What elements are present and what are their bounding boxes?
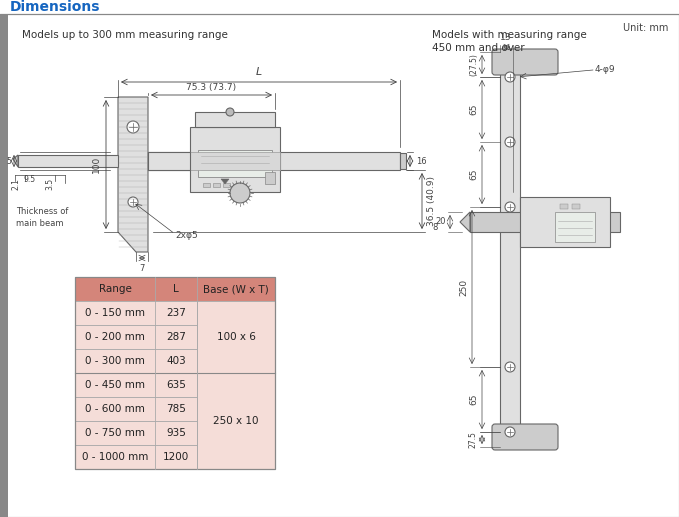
Circle shape	[226, 108, 234, 116]
Text: 8: 8	[433, 223, 438, 233]
Bar	[560, 204, 568, 209]
Bar	[572, 204, 580, 209]
Circle shape	[505, 427, 515, 437]
Text: 0 - 600 mm: 0 - 600 mm	[85, 404, 145, 414]
Bar	[75, 277, 275, 301]
Bar	[148, 152, 190, 170]
Text: 65: 65	[469, 169, 478, 180]
Polygon shape	[118, 97, 148, 252]
Text: 250: 250	[459, 279, 468, 296]
Text: L: L	[256, 67, 262, 77]
Text: 237: 237	[166, 308, 186, 318]
Text: 250 x 10: 250 x 10	[213, 416, 259, 426]
Circle shape	[127, 121, 139, 133]
FancyBboxPatch shape	[492, 424, 558, 450]
Bar	[520, 197, 610, 247]
Bar	[75, 325, 197, 349]
Text: 0 - 200 mm: 0 - 200 mm	[85, 332, 145, 342]
Bar	[197, 301, 275, 373]
Text: 36.5 (40.9): 36.5 (40.9)	[427, 176, 436, 226]
Circle shape	[505, 72, 515, 82]
Text: Models up to 300 mm measuring range: Models up to 300 mm measuring range	[22, 30, 228, 40]
Bar	[75, 301, 197, 325]
Text: 403: 403	[166, 356, 186, 366]
Text: 0 - 750 mm: 0 - 750 mm	[85, 428, 145, 438]
Text: 100: 100	[92, 156, 101, 173]
Bar	[75, 397, 197, 421]
Text: 3.5: 3.5	[45, 178, 54, 190]
Text: 0 - 150 mm: 0 - 150 mm	[85, 308, 145, 318]
Bar	[400, 153, 406, 169]
Text: (27.5): (27.5)	[469, 53, 478, 76]
Bar	[197, 373, 275, 469]
Bar	[223, 183, 230, 187]
Bar	[75, 373, 197, 397]
Text: 75.3 (73.7): 75.3 (73.7)	[187, 83, 236, 92]
Text: 1200: 1200	[163, 452, 189, 462]
Bar	[75, 277, 275, 469]
Circle shape	[230, 183, 250, 203]
Circle shape	[505, 202, 515, 212]
Text: Thickness of
main beam: Thickness of main beam	[16, 207, 69, 228]
Polygon shape	[13, 155, 18, 167]
Circle shape	[505, 137, 515, 147]
Text: 2xφ5: 2xφ5	[175, 231, 198, 239]
Text: Models with measuring range
450 mm and over: Models with measuring range 450 mm and o…	[432, 30, 587, 53]
Text: 0 - 300 mm: 0 - 300 mm	[85, 356, 145, 366]
Bar	[0, 0, 679, 14]
Text: 20: 20	[435, 218, 446, 226]
Bar	[203, 183, 210, 187]
Polygon shape	[460, 212, 470, 232]
Text: Base (W x T): Base (W x T)	[203, 284, 269, 294]
Bar	[470, 212, 620, 232]
Text: 5: 5	[6, 157, 11, 165]
Circle shape	[505, 362, 515, 372]
Text: 0 - 1000 mm: 0 - 1000 mm	[81, 452, 148, 462]
Text: L: L	[173, 284, 179, 294]
Text: Dimensions: Dimensions	[10, 0, 100, 14]
Bar	[265, 172, 275, 184]
Text: 9.5: 9.5	[24, 175, 36, 185]
Text: 2.1: 2.1	[12, 178, 20, 190]
Bar	[75, 421, 197, 445]
FancyBboxPatch shape	[492, 49, 558, 75]
Bar	[148, 152, 400, 170]
Bar	[555, 212, 595, 242]
Text: 13: 13	[500, 33, 512, 42]
Polygon shape	[221, 179, 229, 184]
Text: 635: 635	[166, 380, 186, 390]
Text: 4-φ9: 4-φ9	[595, 65, 616, 73]
Text: 100 x 6: 100 x 6	[217, 332, 255, 342]
Text: 65: 65	[469, 104, 478, 115]
Bar	[213, 183, 220, 187]
Bar	[198, 150, 272, 177]
Bar	[190, 152, 280, 170]
Text: 27.5: 27.5	[469, 431, 478, 448]
Text: 287: 287	[166, 332, 186, 342]
Bar	[190, 127, 280, 192]
Bar	[75, 349, 197, 373]
Text: 0 - 450 mm: 0 - 450 mm	[85, 380, 145, 390]
Bar	[500, 52, 520, 447]
Circle shape	[128, 197, 138, 207]
Text: 785: 785	[166, 404, 186, 414]
Text: Unit: mm: Unit: mm	[623, 23, 668, 33]
Text: 65: 65	[469, 394, 478, 405]
Text: 7: 7	[139, 264, 145, 273]
Bar	[18, 155, 118, 167]
Bar	[195, 112, 275, 127]
Text: 16: 16	[416, 157, 426, 165]
Text: 935: 935	[166, 428, 186, 438]
Text: Range: Range	[98, 284, 132, 294]
Bar	[0, 14, 8, 517]
Bar	[75, 445, 197, 469]
